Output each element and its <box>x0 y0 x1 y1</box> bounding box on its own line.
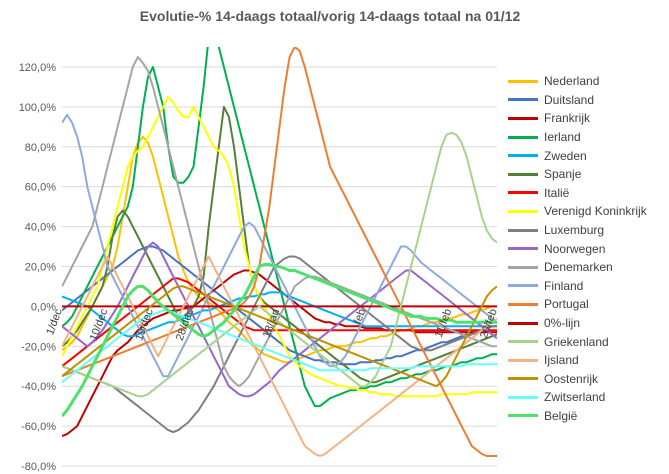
series-line <box>62 309 497 383</box>
legend-label: Noorwegen <box>544 241 606 256</box>
legend-label: Griekenland <box>544 334 609 349</box>
legend-label: Ierland <box>544 130 581 145</box>
legend-swatch <box>508 116 538 120</box>
legend-swatch <box>508 247 538 251</box>
legend-label: Nederland <box>544 74 600 89</box>
series-line <box>62 47 497 408</box>
legend-item: Portugal <box>508 295 666 314</box>
legend-swatch <box>508 302 538 306</box>
y-tick-label: -20,0% <box>21 341 56 353</box>
legend-label: Portugal <box>544 297 589 312</box>
legend-swatch <box>508 154 538 158</box>
y-tick-label: 100,0% <box>19 102 57 114</box>
series-line <box>62 285 497 388</box>
legend-label: België <box>544 408 578 423</box>
legend-label: Finland <box>544 278 584 293</box>
legend-label: 0%-lijn <box>544 316 581 331</box>
series-line <box>62 255 497 434</box>
legend-item: Noorwegen <box>508 239 666 258</box>
legend-item: Ijsland <box>508 351 666 370</box>
legend-label: Luxemburg <box>544 223 605 238</box>
legend: Nederland Duitsland Frankrijk Ierland Zweden… <box>508 72 666 425</box>
legend-item: Denemarken <box>508 258 666 277</box>
legend-item: Luxemburg <box>508 221 666 240</box>
legend-item: Ierland <box>508 128 666 147</box>
series-line <box>62 263 497 418</box>
y-tick-label: 80,0% <box>25 142 56 154</box>
legend-label: Italië <box>544 185 570 200</box>
series-line <box>62 95 497 398</box>
y-tick-label: 120,0% <box>19 62 57 74</box>
legend-item: Oostenrijk <box>508 370 666 389</box>
legend-item: Italië <box>508 184 666 203</box>
legend-label: Ijsland <box>544 353 579 368</box>
legend-swatch <box>508 284 538 288</box>
y-tick-label: -80,0% <box>21 461 56 473</box>
legend-swatch <box>508 395 538 399</box>
y-tick-label: 40,0% <box>25 222 56 234</box>
legend-item: Nederland <box>508 72 666 91</box>
legend-item: Griekenland <box>508 332 666 351</box>
legend-item: 0%-lijn <box>508 314 666 333</box>
series-line <box>62 241 497 398</box>
legend-label: Verenigd Koninkrijk <box>544 204 647 219</box>
legend-label: Zwitserland <box>544 390 606 405</box>
legend-label: Frankrijk <box>544 111 591 126</box>
series-line <box>62 131 497 398</box>
legend-label: Zweden <box>544 148 587 163</box>
series-line <box>62 245 497 366</box>
y-tick-label: -40,0% <box>21 381 56 393</box>
y-tick-label: 20,0% <box>25 261 56 273</box>
legend-swatch <box>508 321 538 325</box>
series-line <box>62 105 497 384</box>
y-tick-label: 0,0% <box>31 301 56 313</box>
series-line <box>62 291 497 338</box>
legend-swatch <box>508 98 538 102</box>
legend-label: Denemarken <box>544 260 613 275</box>
legend-label: Spanje <box>544 167 582 182</box>
legend-item: Frankrijk <box>508 109 666 128</box>
series-line <box>62 47 497 457</box>
legend-swatch <box>508 209 538 213</box>
legend-swatch <box>508 135 538 139</box>
legend-item: België <box>508 407 666 426</box>
legend-swatch <box>508 228 538 232</box>
legend-item: Duitsland <box>508 91 666 110</box>
series-line <box>62 255 497 457</box>
legend-swatch <box>508 358 538 362</box>
y-tick-label: -60,0% <box>21 421 56 433</box>
legend-item: Verenigd Koninkrijk <box>508 202 666 221</box>
legend-swatch <box>508 414 538 418</box>
legend-swatch <box>508 191 538 195</box>
legend-swatch <box>508 172 538 176</box>
legend-item: Finland <box>508 277 666 296</box>
chart-title: Evolutie-% 14-daags totaal/vorig 14-daag… <box>139 8 521 24</box>
legend-swatch <box>508 377 538 381</box>
legend-item: Spanje <box>508 165 666 184</box>
y-tick-label: 60,0% <box>25 182 56 194</box>
legend-swatch <box>508 340 538 344</box>
series-line <box>62 56 497 388</box>
series-line <box>62 135 497 364</box>
legend-swatch <box>508 79 538 83</box>
legend-label: Duitsland <box>544 92 595 107</box>
legend-label: Oostenrijk <box>544 371 599 386</box>
legend-item: Zweden <box>508 146 666 165</box>
legend-swatch <box>508 265 538 269</box>
x-tick-label: feb <box>352 307 369 325</box>
legend-item: Zwitserland <box>508 388 666 407</box>
